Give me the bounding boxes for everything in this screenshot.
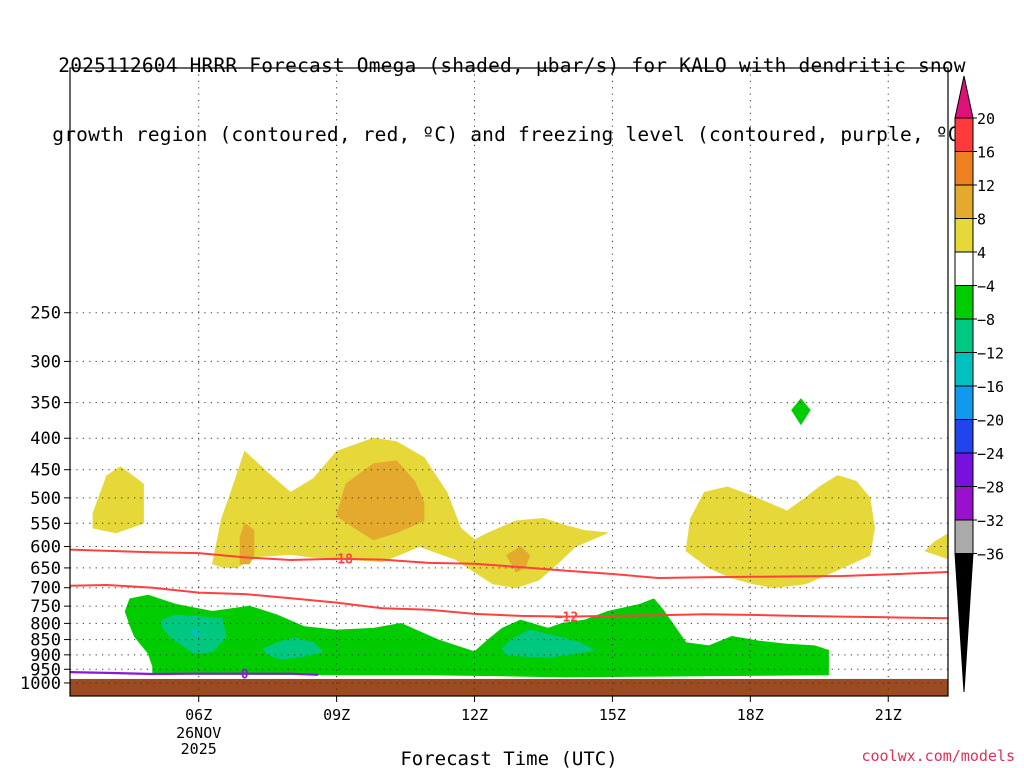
omega-region-11 [262, 637, 324, 660]
colorbar-label-12: −28 [977, 479, 1004, 497]
omega-region-12 [501, 629, 596, 658]
omega-region-4 [336, 460, 425, 541]
colorbar-segment-1 [954, 117, 974, 152]
y-tick-label-750: 750 [30, 597, 61, 617]
y-tick-label-300: 300 [30, 352, 61, 372]
colorbar-bottom-arrow [954, 553, 974, 693]
colorbar-label-13: −32 [977, 512, 1004, 530]
x-tick-sublabel-2025: 2025 [181, 740, 217, 758]
omega-region-3 [239, 522, 255, 565]
colorbar-segment-10 [954, 419, 974, 454]
colorbar-top-arrow [954, 75, 974, 119]
y-tick-label-650: 650 [30, 559, 61, 579]
colorbar-segment-5 [954, 251, 974, 286]
y-tick-label-1000: 1000 [20, 674, 61, 694]
y-tick-label-250: 250 [30, 304, 61, 324]
y-tick-label-900: 900 [30, 646, 61, 666]
colorbar-segment-6 [954, 285, 974, 320]
colorbar-segment-2 [954, 151, 974, 186]
colorbar-label-3: 12 [977, 177, 995, 195]
x-tick-label-15Z: 15Z [599, 706, 626, 724]
colorbar-segment-11 [954, 452, 974, 487]
colorbar-label-2: 16 [977, 144, 995, 162]
omega-region-13 [188, 629, 202, 637]
y-tick-label-450: 450 [30, 461, 61, 481]
freezing-level-label: 0 [241, 668, 249, 683]
chart-title-line1: 2025112604 HRRR Forecast Omega (shaded, … [58, 54, 966, 77]
plot-frame [69, 67, 949, 697]
colorbar-label-14: −36 [977, 546, 1004, 564]
y-tick-label-850: 850 [30, 631, 61, 651]
dgz-contour-label-2: −12 [555, 611, 578, 626]
y-tick-label-800: 800 [30, 614, 61, 634]
colorbar-segment-7 [954, 318, 974, 353]
colorbar-segment-3 [954, 184, 974, 219]
dgz-contour-label-1: −18 [329, 553, 353, 568]
omega-region-8 [791, 398, 811, 426]
colorbar-label-9: −16 [977, 378, 1004, 396]
y-tick-label-500: 500 [30, 489, 61, 509]
colorbar-label-4: 8 [977, 211, 986, 229]
colorbar-label-6: −4 [977, 278, 995, 296]
y-tick-label-700: 700 [30, 579, 61, 599]
colorbar-segment-9 [954, 385, 974, 420]
colorbar-segment-13 [954, 519, 974, 554]
omega-region-1 [92, 466, 144, 534]
x-tick-label-18Z: 18Z [737, 706, 764, 724]
y-tick-label-350: 350 [30, 394, 61, 414]
omega-region-9 [124, 594, 829, 678]
x-tick-sublabel-26nov: 26NOV [176, 724, 221, 742]
y-tick-label-550: 550 [30, 514, 61, 534]
colorbar-segment-8 [954, 352, 974, 387]
omega-region-6 [685, 475, 875, 589]
colorbar-segment-4 [954, 218, 974, 253]
credit-text: coolwx.com/models [861, 747, 1015, 765]
chart-title-line2: growth region (contoured, red, ºC) and f… [52, 123, 972, 146]
omega-region-7 [924, 533, 948, 560]
colorbar-label-11: −24 [977, 445, 1004, 463]
x-tick-label-12Z: 12Z [461, 706, 488, 724]
colorbar-label-10: −20 [977, 412, 1004, 430]
colorbar-segment-12 [954, 486, 974, 521]
dgz-contour-2 [70, 583, 948, 620]
y-tick-label-400: 400 [30, 429, 61, 449]
y-tick-label-600: 600 [30, 538, 61, 558]
colorbar-label-1: 20 [977, 110, 995, 128]
dgz-contour-1 [70, 548, 948, 580]
x-axis-title: Forecast Time (UTC) [400, 748, 617, 768]
chart-title: 2025112604 HRRR Forecast Omega (shaded, … [0, 8, 1024, 169]
colorbar-label-7: −8 [977, 311, 995, 329]
x-tick-label-09Z: 09Z [323, 706, 350, 724]
colorbar-label-5: 4 [977, 244, 986, 262]
freezing-level-contour [70, 671, 319, 676]
x-tick-label-06Z: 06Z [185, 706, 212, 724]
x-tick-label-21Z: 21Z [875, 706, 902, 724]
colorbar-label-8: −12 [977, 345, 1004, 363]
y-tick-label-950: 950 [30, 660, 61, 680]
below-ground-fill [70, 678, 948, 696]
